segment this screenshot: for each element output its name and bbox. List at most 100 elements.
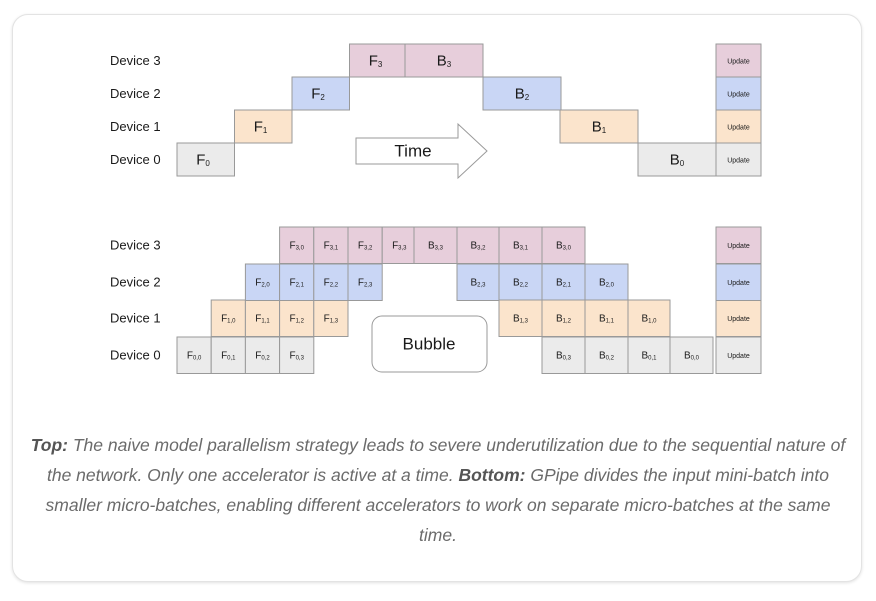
bottom-update-label: Update — [727, 353, 750, 360]
top-forward-label: F1 — [254, 118, 268, 135]
top-backward-label: B1 — [592, 118, 607, 135]
top-backward-cell — [637, 142, 717, 177]
bottom-backward-cell — [627, 299, 671, 337]
bottom-forward-label: F1,1 — [255, 313, 270, 324]
top-forward-label: F3 — [369, 52, 383, 69]
top-forward-cell — [234, 109, 293, 144]
bottom-backward-label: B3,2 — [470, 240, 486, 251]
caption-top-text: The naive model parallelism strategy lea… — [46, 435, 846, 485]
pipeline-diagram: Device 3 Device 2 Device 1 Device 0 F0 F1 F2 F3… — [110, 43, 762, 374]
bottom-forward-label: F0,0 — [187, 350, 202, 361]
bottom-update-label: Update — [727, 243, 750, 250]
top-update-label: Update — [727, 124, 750, 131]
bottom-forward-cell — [279, 299, 315, 337]
bottom-forward-label: F3,3 — [392, 240, 407, 251]
bottom-backward-cell — [456, 263, 500, 301]
top-device-label: Device 2 — [110, 86, 161, 101]
bottom-backward-cell — [669, 336, 714, 374]
bottom-forward-cell — [347, 226, 383, 264]
bottom-backward-cell — [498, 263, 543, 301]
bottom-forward-label: F2,2 — [324, 277, 339, 288]
bottom-forward-label: F2,1 — [289, 277, 304, 288]
bottom-forward-cell — [210, 299, 246, 337]
bottom-backward-label: B3,3 — [428, 240, 444, 251]
bottom-backward-label: B3,0 — [556, 240, 572, 251]
bottom-forward-label: F0,1 — [221, 350, 236, 361]
bottom-forward-label: F0,2 — [255, 350, 270, 361]
bottom-backward-label: B1,0 — [641, 313, 657, 324]
bottom-backward-label: B2,3 — [470, 277, 486, 288]
top-backward-label: B0 — [670, 151, 685, 168]
bottom-update-cell — [715, 299, 762, 337]
top-backward-cell — [559, 109, 639, 144]
bottom-update-cell — [715, 263, 762, 301]
bottom-backward-label: B2,0 — [599, 277, 615, 288]
top-update-label: Update — [727, 91, 750, 98]
bottom-backward-cell — [541, 226, 586, 264]
bottom-device-label: Device 0 — [110, 348, 161, 363]
bottom-device-label: Device 1 — [110, 311, 161, 326]
top-update-label: Update — [727, 157, 750, 164]
bottom-forward-cell — [210, 336, 246, 374]
bottom-forward-label: F1,0 — [221, 313, 236, 324]
bottom-backward-label: B0,0 — [684, 350, 700, 361]
top-forward-label: F0 — [196, 151, 210, 168]
caption-top-label: Top: — [30, 435, 68, 455]
top-update-cell — [715, 76, 762, 111]
bottom-backward-cell — [456, 226, 500, 264]
top-forward-cell — [176, 142, 235, 177]
bottom-backward-cell — [413, 226, 458, 264]
bottom-forward-cell — [279, 226, 315, 264]
caption-bottom-text: GPipe divides the input mini-batch into … — [45, 465, 831, 545]
top-backward-label: B3 — [437, 52, 452, 69]
bottom-backward-label: B1,1 — [599, 313, 615, 324]
bottom-forward-cell — [313, 299, 349, 337]
bottom-forward-label: F0,3 — [289, 350, 304, 361]
top-device-label: Device 0 — [110, 152, 161, 167]
bottom-forward-cell — [176, 336, 212, 374]
bottom-forward-label: F3,1 — [324, 240, 339, 251]
bottom-forward-label: F1,3 — [324, 313, 339, 324]
bottom-update-cell — [715, 226, 762, 264]
bottom-forward-label: F2,0 — [255, 277, 270, 288]
bottom-forward-cell — [347, 263, 383, 301]
top-update-cell — [715, 43, 762, 78]
time-arrow-icon — [355, 122, 488, 180]
top-forward-cell — [291, 76, 350, 111]
bottom-backward-label: B1,2 — [556, 313, 572, 324]
bottom-forward-label: F2,3 — [358, 277, 373, 288]
bubble-label: Bubble — [403, 334, 456, 353]
top-update-cell — [715, 142, 762, 177]
bottom-forward-cell — [244, 263, 281, 301]
bottom-forward-label: F1,2 — [289, 313, 304, 324]
top-backward-cell — [404, 43, 484, 78]
bottom-backward-label: B2,2 — [513, 277, 529, 288]
bottom-backward-label: B3,1 — [513, 240, 529, 251]
top-update-label: Update — [727, 58, 750, 65]
top-device-label: Device 3 — [110, 53, 161, 68]
bottom-backward-label: B0,3 — [556, 350, 572, 361]
bottom-forward-label: F3,2 — [358, 240, 373, 251]
bottom-device-label: Device 3 — [110, 238, 161, 253]
bottom-backward-cell — [541, 336, 586, 374]
bottom-update-label: Update — [727, 316, 750, 323]
bottom-backward-label: B0,1 — [641, 350, 657, 361]
bottom-update-label: Update — [727, 280, 750, 287]
bottom-backward-label: B1,3 — [513, 313, 529, 324]
bottom-backward-cell — [541, 299, 586, 337]
time-arrow-label: Time — [394, 141, 431, 160]
bottom-forward-cell — [381, 226, 417, 264]
bottom-forward-label: F3,0 — [289, 240, 304, 251]
bottom-forward-cell — [279, 336, 315, 374]
top-backward-label: B2 — [515, 85, 530, 102]
bottom-backward-cell — [627, 336, 671, 374]
top-forward-label: F2 — [311, 85, 325, 102]
figure-caption: Top: The naive model parallelism strateg… — [30, 430, 846, 550]
top-update-cell — [715, 109, 762, 144]
caption-bottom-label: Bottom: — [458, 465, 526, 485]
bottom-update-cell — [715, 336, 762, 374]
bottom-device-label: Device 2 — [110, 275, 161, 290]
bottom-forward-cell — [313, 263, 349, 301]
top-device-label: Device 1 — [110, 119, 161, 134]
bottom-backward-cell — [584, 336, 629, 374]
